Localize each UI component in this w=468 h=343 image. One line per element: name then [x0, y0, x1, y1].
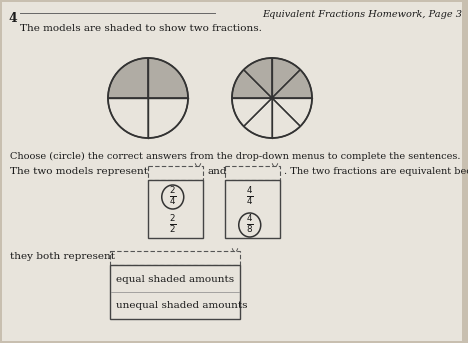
Wedge shape	[244, 98, 272, 138]
Text: and: and	[207, 167, 227, 176]
Text: Equivalent Fractions Homework, Page 3: Equivalent Fractions Homework, Page 3	[262, 10, 462, 19]
Text: equal shaded amounts: equal shaded amounts	[116, 274, 234, 284]
Wedge shape	[108, 98, 148, 138]
Wedge shape	[272, 70, 312, 98]
FancyBboxPatch shape	[2, 2, 462, 341]
Wedge shape	[108, 58, 148, 98]
Text: The models are shaded to show two fractions.: The models are shaded to show two fracti…	[20, 24, 262, 33]
FancyBboxPatch shape	[148, 180, 203, 238]
FancyBboxPatch shape	[148, 166, 203, 180]
Text: $\frac{2}{2}$: $\frac{2}{2}$	[169, 213, 176, 235]
Text: unequal shaded amounts: unequal shaded amounts	[116, 300, 248, 309]
FancyBboxPatch shape	[225, 166, 280, 180]
Wedge shape	[148, 98, 188, 138]
Wedge shape	[272, 98, 312, 126]
FancyBboxPatch shape	[110, 265, 240, 319]
Text: Choose (circle) the correct answers from the drop-down menus to complete the sen: Choose (circle) the correct answers from…	[10, 152, 461, 161]
Wedge shape	[232, 98, 272, 126]
Text: . The two fractions are equivalent because: . The two fractions are equivalent becau…	[284, 167, 468, 176]
Wedge shape	[272, 98, 300, 138]
Wedge shape	[148, 58, 188, 98]
Text: $\frac{4}{4}$: $\frac{4}{4}$	[246, 185, 254, 207]
FancyBboxPatch shape	[110, 251, 240, 265]
Wedge shape	[232, 70, 272, 98]
Wedge shape	[244, 58, 272, 98]
Text: 4: 4	[8, 12, 17, 25]
Text: $\frac{2}{4}$: $\frac{2}{4}$	[169, 185, 176, 207]
Text: The two models represent: The two models represent	[10, 167, 148, 176]
Text: they both represent: they both represent	[10, 252, 115, 261]
Text: $\frac{4}{8}$: $\frac{4}{8}$	[246, 213, 254, 235]
Wedge shape	[272, 58, 300, 98]
FancyBboxPatch shape	[225, 180, 280, 238]
